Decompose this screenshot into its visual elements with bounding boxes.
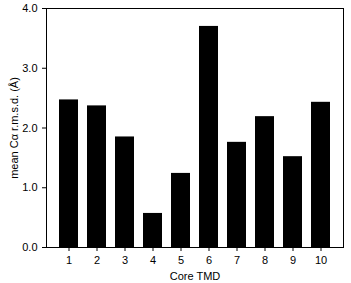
svg-text:3: 3 (122, 254, 128, 266)
svg-text:7: 7 (234, 254, 240, 266)
svg-text:4: 4 (150, 254, 156, 266)
svg-text:2: 2 (94, 254, 100, 266)
svg-text:6: 6 (206, 254, 212, 266)
svg-text:1: 1 (66, 254, 72, 266)
svg-text:3.0: 3.0 (22, 62, 37, 74)
svg-text:5: 5 (178, 254, 184, 266)
svg-text:9: 9 (290, 254, 296, 266)
svg-text:mean Cα r.m.s.d. (Å): mean Cα r.m.s.d. (Å) (8, 77, 20, 179)
svg-text:0.0: 0.0 (22, 241, 37, 253)
svg-text:8: 8 (262, 254, 268, 266)
svg-text:Core TMD: Core TMD (170, 270, 221, 282)
svg-text:2.0: 2.0 (22, 122, 37, 134)
svg-text:10: 10 (315, 254, 327, 266)
svg-text:4.0: 4.0 (22, 2, 37, 14)
svg-text:1.0: 1.0 (22, 181, 37, 193)
